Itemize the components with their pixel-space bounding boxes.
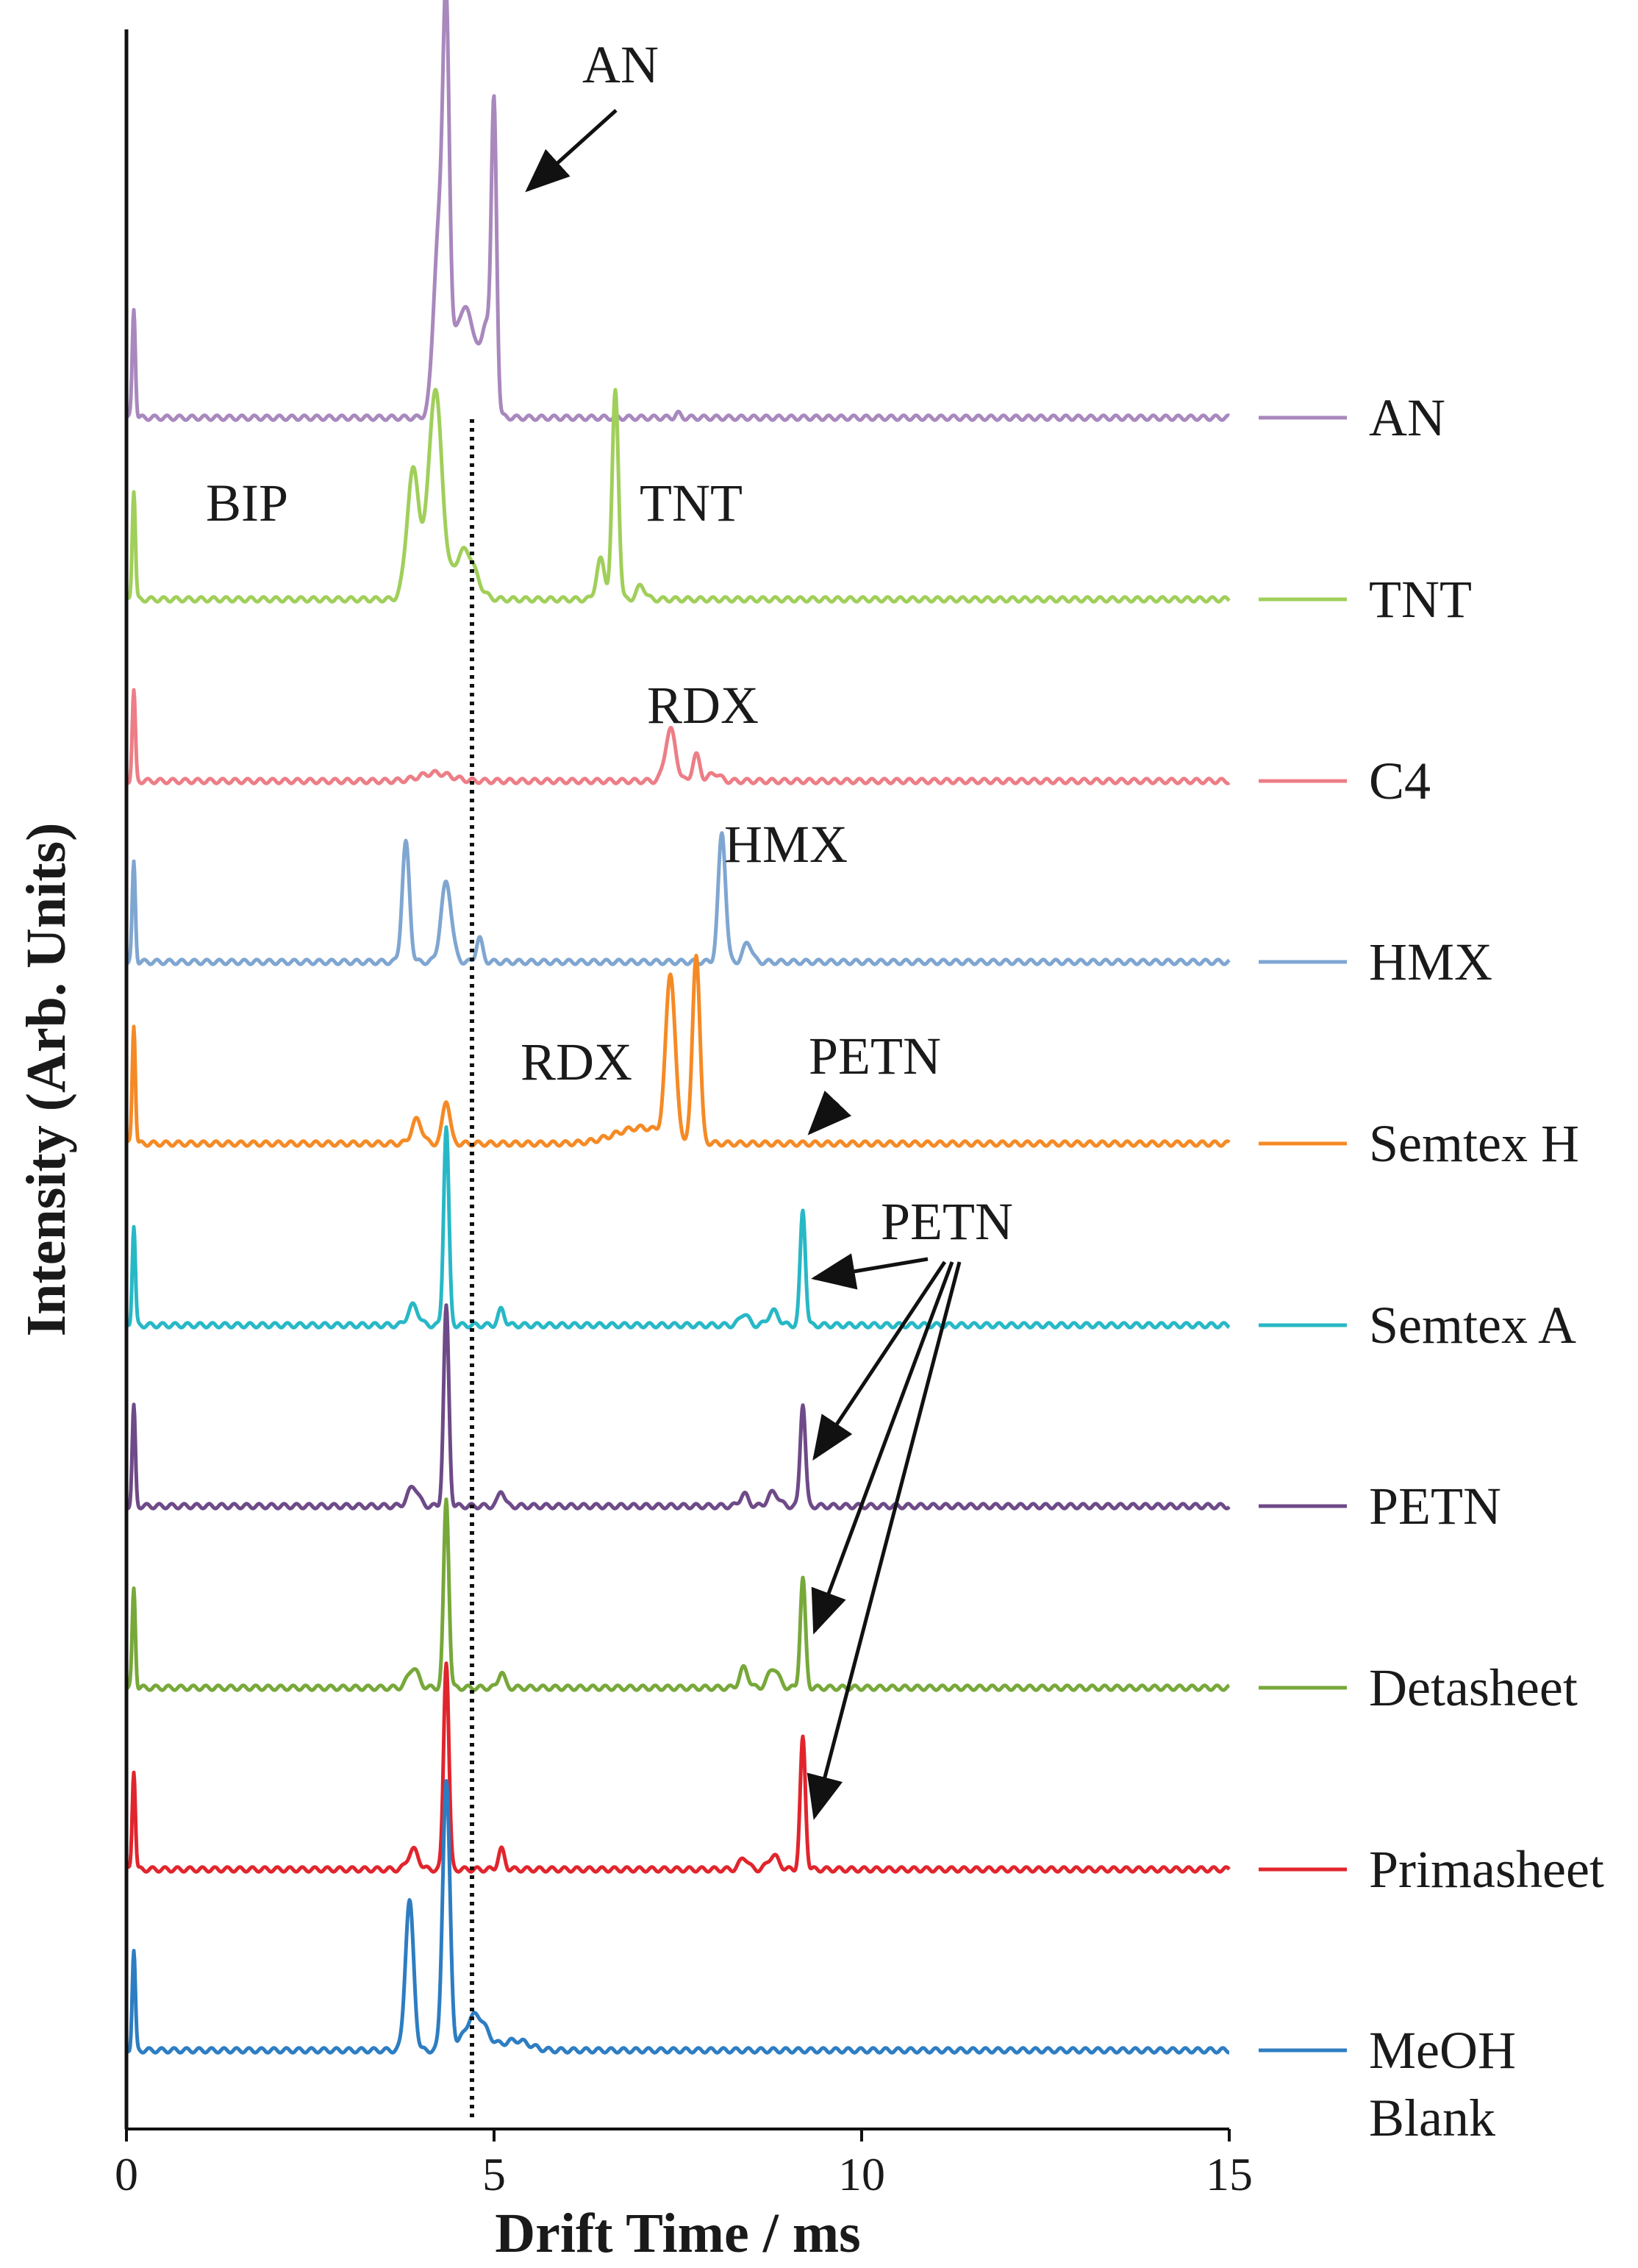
- trace-primasheet: [125, 1661, 1231, 1874]
- x-axis-title: Drift Time / ms: [495, 2203, 860, 2264]
- annotation-an: AN: [582, 35, 659, 94]
- annotation-rdx-c4: RDX: [647, 676, 759, 735]
- legend-label-hmx: HMX: [1369, 932, 1492, 991]
- annotation-group: AN BIP TNT RDX HMX RDX PETN PETN: [206, 35, 1013, 1820]
- axes: 0 5 10 15 Drift Time / ms Intensity (Arb…: [15, 29, 1253, 2264]
- y-axis-title: Intensity (Arb. Units): [15, 823, 77, 1337]
- legend-label-semtex-h: Semtex H: [1369, 1114, 1579, 1173]
- annotation-tnt: TNT: [640, 474, 743, 532]
- annotation-petn-semtex-h: PETN: [809, 1027, 941, 1085]
- legend-label-primasheet: Primasheet: [1369, 1840, 1604, 1899]
- trace-meoh-blank: [125, 1779, 1231, 2055]
- arrow-petn-semtex-h: [807, 1090, 852, 1135]
- x-tick-label: 5: [482, 2148, 506, 2200]
- trace-semtex-h: [125, 953, 1231, 1148]
- legend-label-detasheet: Detasheet: [1369, 1658, 1578, 1717]
- legend-label-meoh-blank: MeOH: [1369, 2021, 1516, 2080]
- trace-group: [125, 0, 1231, 2055]
- legend-label-meoh-blank: Blank: [1369, 2089, 1495, 2147]
- x-tick-label: 15: [1206, 2148, 1253, 2200]
- trace-petn: [125, 1303, 1231, 1511]
- trace-an: [125, 0, 1231, 422]
- annotation-hmx: HMX: [724, 815, 848, 874]
- trace-tnt: [125, 388, 1231, 604]
- annotation-rdx-semtex-h: RDX: [521, 1033, 632, 1091]
- arrow-petn-detasheet: [811, 1261, 954, 1635]
- legend-label-tnt: TNT: [1369, 570, 1472, 629]
- legend-label-petn: PETN: [1369, 1477, 1501, 1536]
- arrow-petn-semtex-a: [811, 1253, 929, 1290]
- arrow-an: [525, 109, 618, 193]
- arrow-petn-petn: [812, 1260, 947, 1461]
- legend-label-an: AN: [1369, 388, 1445, 447]
- trace-c4: [125, 688, 1231, 785]
- x-tick-label: 10: [838, 2148, 885, 2200]
- arrow-petn-primasheet: [807, 1261, 962, 1820]
- trace-hmx: [125, 831, 1231, 966]
- legend-label-semtex-a: Semtex A: [1369, 1296, 1576, 1355]
- x-tick-label: 0: [115, 2148, 138, 2200]
- trace-detasheet: [125, 1497, 1231, 1692]
- legend-label-c4: C4: [1369, 752, 1431, 810]
- annotation-petn-group: PETN: [881, 1192, 1013, 1251]
- annotation-bip: BIP: [206, 474, 288, 532]
- legend: AN TNT C4 HMX Semtex H Semtex A PETN Detasheet P…: [1259, 388, 1604, 2147]
- trace-semtex-a: [125, 1125, 1231, 1330]
